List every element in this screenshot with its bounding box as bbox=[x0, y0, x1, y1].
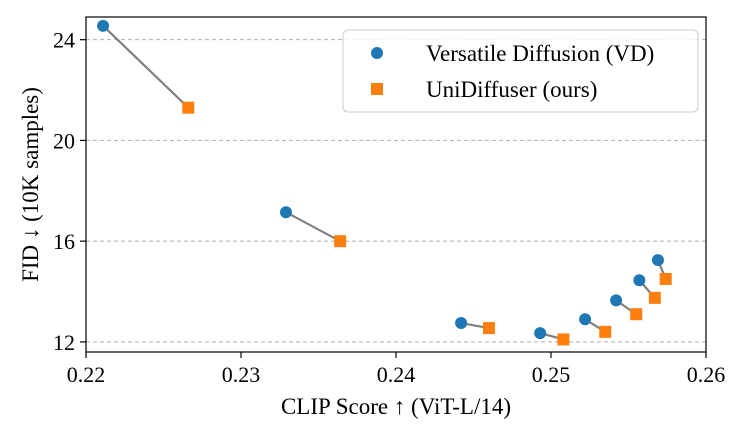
vd-point bbox=[534, 327, 547, 340]
legend: Versatile Diffusion (VD) UniDiffuser (ou… bbox=[342, 29, 699, 113]
axis-ticks: 0.22 0.23 0.24 0.25 0.26 12 16 20 24 bbox=[53, 28, 725, 387]
unidiffuser-point bbox=[599, 325, 612, 338]
unidiffuser-point bbox=[334, 235, 347, 248]
vd-point bbox=[651, 254, 664, 267]
pair-connector-line bbox=[285, 211, 341, 243]
legend-marker-unidiffuser bbox=[371, 83, 383, 95]
legend-label-unidiffuser: UniDiffuser (ours) bbox=[426, 77, 597, 102]
legend-label-vd: Versatile Diffusion (VD) bbox=[426, 41, 654, 66]
data-markers bbox=[97, 19, 672, 346]
legend-marker-vd bbox=[371, 47, 383, 59]
x-tick-label: 0.22 bbox=[67, 362, 106, 387]
unidiffuser-point bbox=[648, 291, 661, 304]
unidiffuser-point bbox=[659, 272, 672, 285]
unidiffuser-point bbox=[557, 333, 570, 346]
x-tick-label: 0.25 bbox=[532, 362, 571, 387]
x-tick-label: 0.26 bbox=[687, 362, 726, 387]
y-tick-label: 12 bbox=[53, 330, 75, 355]
vd-point bbox=[633, 274, 646, 287]
vd-point bbox=[279, 206, 292, 219]
vd-point bbox=[579, 313, 592, 326]
y-tick-label: 20 bbox=[53, 128, 75, 153]
x-tick-label: 0.23 bbox=[222, 362, 261, 387]
vd-point bbox=[610, 294, 623, 307]
y-tick-label: 16 bbox=[53, 229, 75, 254]
unidiffuser-point bbox=[630, 308, 643, 321]
pair-connector-line bbox=[102, 25, 190, 109]
unidiffuser-point bbox=[483, 322, 495, 335]
legend-box bbox=[342, 29, 699, 113]
y-axis-title: FID ↓ (10K samples) bbox=[18, 87, 43, 282]
x-axis-title: CLIP Score ↑ (ViT-L/14) bbox=[281, 394, 511, 419]
unidiffuser-point bbox=[182, 101, 195, 114]
vd-point bbox=[455, 317, 468, 330]
x-tick-label: 0.24 bbox=[377, 362, 416, 387]
y-tick-label: 24 bbox=[53, 28, 75, 53]
vd-point bbox=[97, 19, 110, 32]
